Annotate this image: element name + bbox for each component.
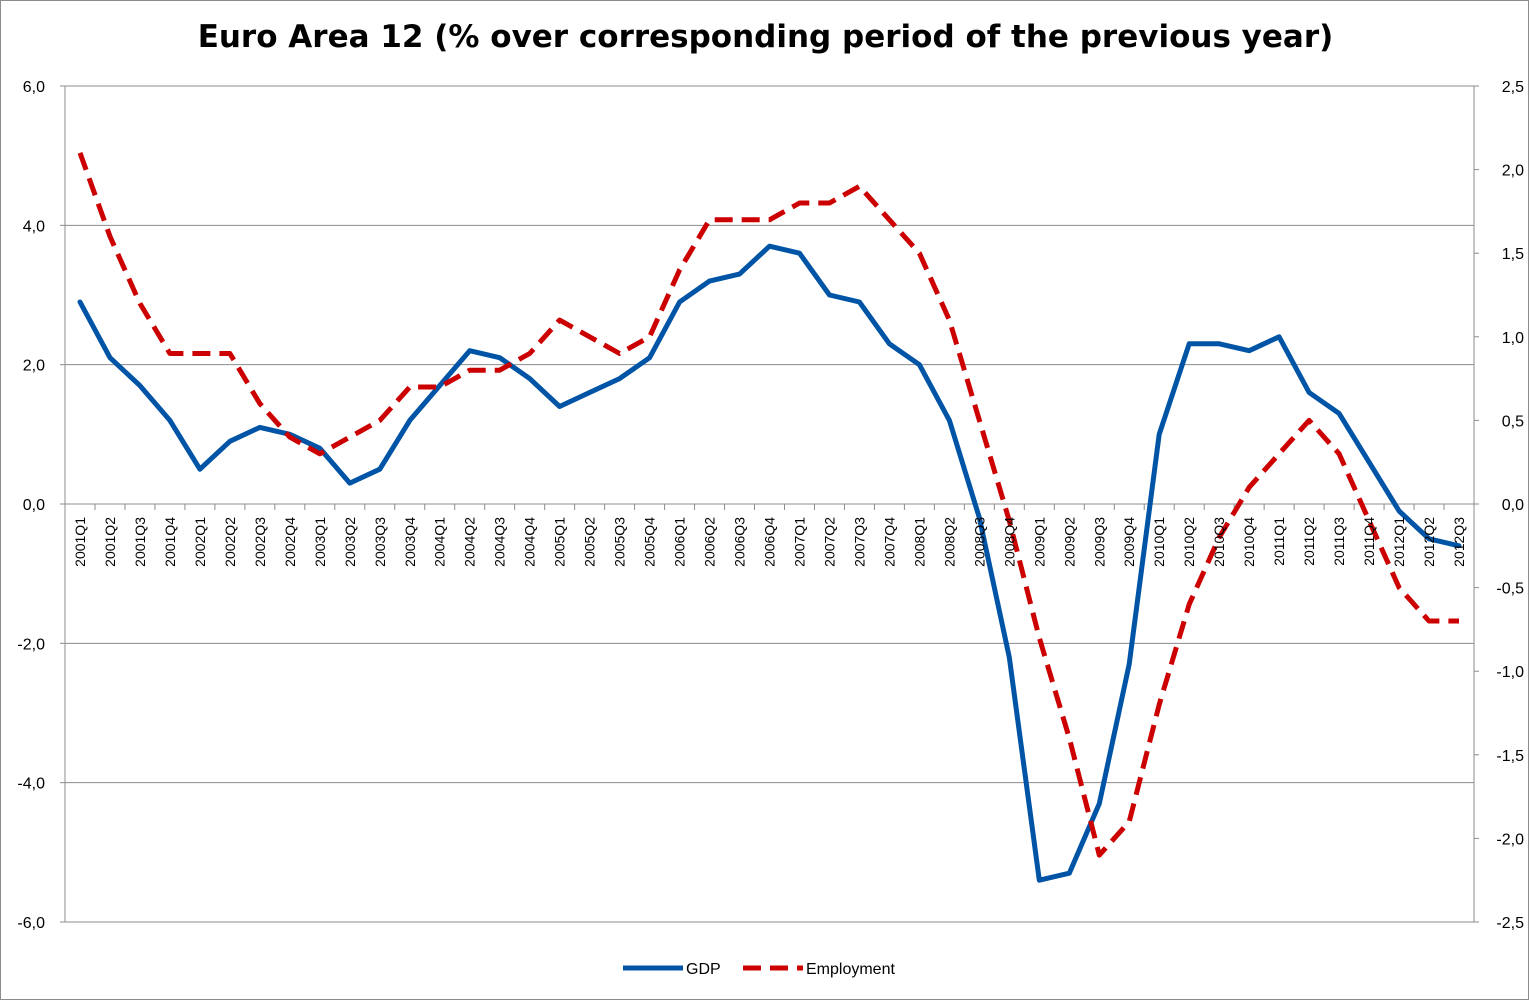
right-tick-label: 0,5 xyxy=(1502,413,1524,430)
category-label: 2007Q1 xyxy=(791,517,807,567)
category-label: 2007Q4 xyxy=(881,517,897,567)
category-label: 2003Q2 xyxy=(342,517,358,567)
category-label: 2010Q1 xyxy=(1151,517,1167,567)
right-tick-label: 0,0 xyxy=(1502,497,1524,514)
category-label: 2008Q4 xyxy=(1001,517,1017,567)
category-label: 2001Q1 xyxy=(72,517,88,567)
left-tick-label: 4,0 xyxy=(23,218,45,235)
right-tick-label: 2,0 xyxy=(1502,163,1524,180)
category-label: 2010Q2 xyxy=(1181,517,1197,567)
category-label: 2008Q2 xyxy=(941,517,957,567)
category-labels: 2001Q1 2001Q2 2001Q3 2001Q4 2002Q1 2002Q2 2002… xyxy=(72,517,1467,567)
legend-label-gdp: GDP xyxy=(686,961,721,978)
category-label: 2006Q2 xyxy=(702,517,718,567)
category-label: 2001Q4 xyxy=(162,517,178,567)
right-tick-label: 1,5 xyxy=(1502,246,1524,263)
legend-label-employment: Employment xyxy=(806,961,895,978)
category-label: 2004Q3 xyxy=(492,517,508,567)
right-tick-label: -1,5 xyxy=(1496,748,1524,765)
right-tick-label: -0,5 xyxy=(1496,581,1524,598)
left-tick-label: 6,0 xyxy=(23,79,45,96)
category-label: 2008Q1 xyxy=(911,517,927,567)
category-label: 2003Q3 xyxy=(372,517,388,567)
series-lines xyxy=(80,153,1459,881)
category-label: 2003Q1 xyxy=(312,517,328,567)
category-label: 2009Q3 xyxy=(1091,517,1107,567)
category-label: 2008Q3 xyxy=(971,517,987,567)
category-label: 2005Q4 xyxy=(642,517,658,567)
category-label: 2005Q3 xyxy=(612,517,628,567)
category-label: 2001Q3 xyxy=(132,517,148,567)
category-label: 2012Q2 xyxy=(1421,517,1437,567)
category-label: 2010Q3 xyxy=(1211,517,1227,567)
right-tick-label: 1,0 xyxy=(1502,330,1524,347)
category-label: 2006Q1 xyxy=(672,517,688,567)
category-label: 2006Q3 xyxy=(732,517,748,567)
category-label: 2001Q2 xyxy=(102,517,118,567)
left-tick-label: -6,0 xyxy=(17,915,45,932)
category-label: 2011Q2 xyxy=(1301,517,1317,566)
left-tick-label: -2,0 xyxy=(17,636,45,653)
category-label: 2002Q4 xyxy=(282,517,298,567)
category-label: 2004Q4 xyxy=(522,517,538,567)
category-label: 2005Q1 xyxy=(552,517,568,567)
left-tick-label: 0,0 xyxy=(23,497,45,514)
legend: GDP Employment xyxy=(623,961,895,978)
left-tick-label: 2,0 xyxy=(23,358,45,375)
category-label: 2007Q3 xyxy=(851,517,867,567)
category-label: 2010Q4 xyxy=(1241,517,1257,567)
category-label: 2006Q4 xyxy=(762,517,778,567)
axes xyxy=(65,86,1474,922)
left-tick-label: -4,0 xyxy=(17,776,45,793)
category-label: 2007Q2 xyxy=(821,517,837,567)
left-axis-ticks: -6,0 -4,0 -2,0 0,0 2,0 4,0 6,0 xyxy=(17,79,65,932)
category-label: 2004Q1 xyxy=(432,517,448,567)
category-label: 2012Q3 xyxy=(1451,517,1467,567)
category-label: 2011Q4 xyxy=(1361,517,1377,566)
category-label: 2009Q4 xyxy=(1121,517,1137,567)
right-tick-label: -2,0 xyxy=(1496,831,1524,848)
right-tick-label: -1,0 xyxy=(1496,664,1524,681)
right-axis-ticks: -2,5 -2,0 -1,5 -1,0 -0,5 0,0 0,5 1,0 1,5 2,0 2,5 xyxy=(1474,79,1524,932)
category-label: 2011Q3 xyxy=(1331,517,1347,566)
category-label: 2012Q1 xyxy=(1391,517,1407,567)
category-label: 2004Q2 xyxy=(462,517,478,567)
category-label: 2002Q3 xyxy=(252,517,268,567)
category-label: 2011Q1 xyxy=(1271,517,1287,566)
category-label: 2003Q4 xyxy=(402,517,418,567)
category-label: 2009Q2 xyxy=(1061,517,1077,567)
category-label: 2002Q1 xyxy=(192,517,208,567)
right-tick-label: 2,5 xyxy=(1502,79,1524,96)
category-label: 2002Q2 xyxy=(222,517,238,567)
category-label: 2005Q2 xyxy=(582,517,598,567)
category-label: 2009Q1 xyxy=(1031,517,1047,567)
right-tick-label: -2,5 xyxy=(1496,915,1524,932)
